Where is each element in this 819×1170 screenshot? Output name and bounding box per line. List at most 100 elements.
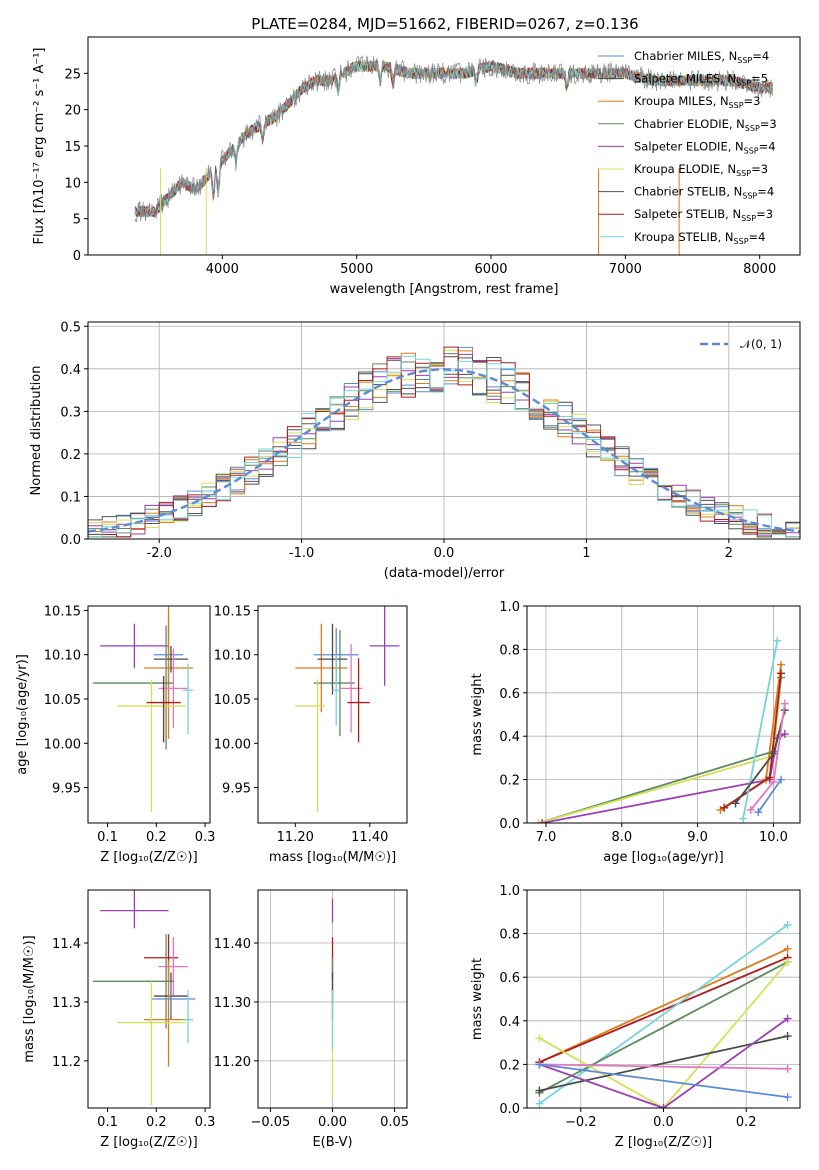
ytick-label-0: 0 <box>73 249 81 264</box>
series-marker-5-1 <box>783 1032 792 1041</box>
chart-residuals: 𝒩(0, 1) -2.0 -1.0 0.0 1 2 0.0 0.1 0.2 0.3 0.4 0.5 (d… <box>29 320 801 581</box>
ytick-label-2: 11.4 <box>52 937 81 952</box>
xtick-label-2: 0.3 <box>195 830 216 845</box>
errorbar-point-6 <box>295 679 326 813</box>
series-marker-7-2 <box>780 699 789 708</box>
errorbar-point-1 <box>369 606 400 686</box>
plot-area <box>134 55 773 255</box>
legend-label-8: Kroupa STELIB, NSSP=4 <box>634 230 765 246</box>
ytick-label-0: 11.2 <box>52 1055 81 1070</box>
errorbar-point-7 <box>347 658 370 743</box>
ytick-label-2: 10.05 <box>214 693 251 708</box>
xtick-label-0: 4000 <box>206 262 239 277</box>
ytick-label-3: 10.10 <box>44 649 81 664</box>
series-marker-4-2 <box>777 669 786 678</box>
xtick-label-4: 8000 <box>743 262 776 277</box>
series-marker-1-0 <box>534 819 543 823</box>
errorbar-point-3 <box>317 623 348 695</box>
ytick-label-0: 0.0 <box>499 817 520 832</box>
y-axis-label: mass weight <box>470 673 485 755</box>
errorbar-point-7 <box>117 981 186 1106</box>
series-marker-7-1 <box>783 1064 792 1073</box>
residual-hist-7 <box>88 346 800 538</box>
y-axis-label: age [log₁₀(age/yr)] <box>15 654 30 775</box>
errorbar-point-2 <box>158 937 189 997</box>
ytick-label-2: 0.4 <box>499 1015 520 1030</box>
chart-mass-vs-z: 0.1 0.2 0.3 11.2 11.3 11.4 Z [log₁₀(Z/Z☉)] mass… <box>22 889 215 1150</box>
plot-area <box>92 606 193 813</box>
errorbar-point-2 <box>144 606 193 739</box>
ytick-label-1: 0.2 <box>499 774 520 789</box>
xtick-label-2: 0.0 <box>434 546 455 561</box>
series-marker-6-0 <box>731 799 740 808</box>
errorbar-point-4 <box>92 625 174 750</box>
errorbar-point-8 <box>183 663 193 735</box>
xtick-label-0: 11.20 <box>277 830 314 845</box>
x-axis-label: Z [log₁₀(Z/Z☉)] <box>615 1135 712 1150</box>
series-line-1 <box>539 956 788 1064</box>
ytick-label-3: 10.10 <box>214 649 251 664</box>
ytick-label-3: 0.6 <box>499 971 520 986</box>
xtick-label-3: 1 <box>582 546 590 561</box>
axes-frame <box>526 605 801 824</box>
xtick-label-2: 0.05 <box>380 1115 409 1130</box>
xtick-label-0: −0.2 <box>565 1115 597 1130</box>
legend-label-4: Salpeter ELODIE, NSSP=4 <box>634 139 776 155</box>
y-axis-label: mass weight <box>470 958 485 1040</box>
ytick-label-1: 11.30 <box>214 996 251 1011</box>
legend-label-normal: 𝒩(0, 1) <box>740 337 782 351</box>
legend-label-6: Chabrier STELIB, NSSP=4 <box>634 185 774 201</box>
series-marker-3-2 <box>777 660 786 669</box>
series-line-2 <box>538 924 789 1105</box>
chart-age-vs-mass: 11.20 11.40 9.95 10.00 10.05 10.10 10.15 mass [… <box>214 604 408 865</box>
ytick-label-1: 0.2 <box>499 1058 520 1073</box>
series-marker-8-1 <box>783 1093 792 1102</box>
spectrum-line-8 <box>134 59 773 219</box>
errorbar-point-6 <box>117 679 186 813</box>
errorbar-point-3 <box>92 934 174 1029</box>
x-axis-label: (data-model)/error <box>384 566 505 581</box>
xtick-label-0: 0.1 <box>97 1115 118 1130</box>
xtick-label-1: 0.0 <box>653 1115 674 1130</box>
series-marker-8-0 <box>535 1060 544 1069</box>
series-line-8 <box>757 779 782 813</box>
xtick-label-2: 6000 <box>474 262 507 277</box>
x-axis-label: wavelength [Angstrom, rest frame] <box>330 282 559 297</box>
plot-area <box>92 890 196 1106</box>
series-line-5 <box>539 1035 788 1092</box>
ytick-label-0: 0.0 <box>499 1102 520 1117</box>
series-line-3 <box>538 961 789 1094</box>
series-line-6 <box>539 1017 789 1108</box>
x-axis-label: mass [log₁₀(M/M☉)] <box>269 850 396 865</box>
normal-curve <box>88 368 800 533</box>
series-marker-2-1 <box>783 920 792 929</box>
chart-weight-vs-z: −0.2 0.0 0.2 0.0 0.2 0.4 0.6 0.8 1.0 Z [log₁₀(Z/Z… <box>470 884 801 1150</box>
series-line-0 <box>539 948 788 1064</box>
errorbar-point-3 <box>153 645 189 673</box>
xtick-label-3: 10.0 <box>759 830 788 845</box>
ytick-label-2: 10 <box>64 176 81 191</box>
ytick-label-1: 0.1 <box>60 490 81 505</box>
xtick-label-1: -1.0 <box>289 546 314 561</box>
ytick-label-0: 9.95 <box>222 782 251 797</box>
ytick-label-4: 0.8 <box>499 928 520 943</box>
ytick-label-4: 10.15 <box>214 604 251 619</box>
errorbar-point-4 <box>313 629 355 737</box>
legend-label-2: Kroupa MILES, NSSP=3 <box>634 94 760 110</box>
ytick-label-1: 10.00 <box>44 737 81 752</box>
ytick-label-4: 0.8 <box>499 643 520 658</box>
x-axis-label: E(B-V) <box>312 1135 352 1150</box>
spectrum-line-9 <box>134 55 773 223</box>
ytick-label-5: 1.0 <box>499 884 520 899</box>
series-marker-7-0 <box>746 805 755 814</box>
ytick-label-0: 9.95 <box>52 782 81 797</box>
axes-frame <box>87 605 211 824</box>
x-axis-label: Z [log₁₀(Z/Z☉)] <box>100 850 197 865</box>
series-marker-0-1 <box>783 944 792 953</box>
xtick-label-1: 0.00 <box>318 1115 347 1130</box>
series-line-3 <box>719 664 782 811</box>
series-line-4 <box>538 961 789 1108</box>
axes-frame <box>257 605 408 824</box>
plot-area <box>535 920 792 1108</box>
